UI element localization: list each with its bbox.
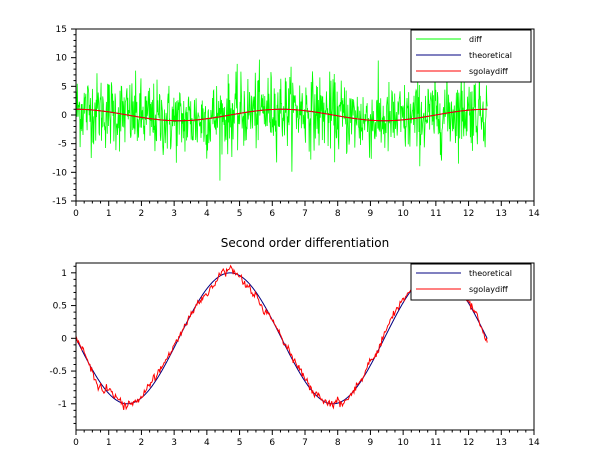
x-tick-label: 10 [397, 209, 409, 219]
x-tick-label: 10 [397, 438, 409, 448]
y-tick-label: 1 [61, 269, 67, 279]
x-tick-label: 12 [463, 209, 474, 219]
y-tick-label: -15 [52, 197, 67, 207]
x-tick-label: 8 [335, 209, 341, 219]
legend: diff theoretical sgolaydiff [410, 29, 532, 83]
x-tick-label: 9 [368, 438, 374, 448]
series-line-sgolaydiff [76, 108, 488, 122]
y-tick-label: 0.5 [53, 302, 67, 312]
x-tick-label: 8 [335, 438, 341, 448]
x-tick-label: 14 [528, 438, 540, 448]
legend-label-theoretical: theoretical [469, 269, 512, 278]
x-tick-label: 4 [204, 438, 210, 448]
x-tick-label: 7 [302, 209, 308, 219]
x-tick-label: 6 [269, 209, 275, 219]
x-tick-label: 0 [73, 438, 79, 448]
x-tick-label: 5 [237, 209, 243, 219]
x-tick-label: 5 [237, 438, 243, 448]
x-tick-label: 1 [106, 438, 112, 448]
series-line-diff [76, 59, 488, 181]
y-tick-label: 0 [61, 111, 67, 121]
x-tick-label: 13 [496, 209, 507, 219]
chart-title: Second order differentiation [221, 236, 389, 250]
x-tick-label: 0 [73, 209, 79, 219]
legend-box [410, 29, 532, 83]
x-tick-label: 13 [496, 438, 507, 448]
x-tick-label: 7 [302, 438, 308, 448]
y-tick-label: -5 [58, 140, 67, 150]
x-tick-label: 12 [463, 438, 474, 448]
x-tick-label: 11 [430, 438, 441, 448]
legend-label-diff: diff [469, 35, 482, 44]
x-tick-label: 4 [204, 209, 210, 219]
y-tick-label: -10 [52, 168, 67, 178]
top-plot: 0 1 2 3 4 5 6 7 8 9 10 11 12 13 14151050-5-10-15diffth… [52, 25, 540, 219]
legend: theoretical sgolaydiff [410, 263, 532, 301]
y-tick-label: -1 [58, 400, 67, 410]
x-tick-label: 6 [269, 438, 275, 448]
y-tick-label: 15 [56, 25, 67, 35]
legend-label-sgolaydiff: sgolaydiff [469, 67, 508, 76]
x-tick-label: 1 [106, 209, 112, 219]
y-tick-label: 0 [61, 334, 67, 344]
legend-box [410, 263, 532, 301]
y-tick-label: -0.5 [49, 367, 67, 377]
x-tick-label: 3 [171, 438, 177, 448]
series-group [76, 59, 488, 181]
x-tick-label: 2 [139, 438, 145, 448]
legend-label-sgolaydiff: sgolaydiff [469, 285, 508, 294]
x-tick-label: 2 [139, 209, 145, 219]
y-tick-label: 10 [56, 54, 68, 64]
x-tick-label: 14 [528, 209, 540, 219]
legend-label-theoretical: theoretical [469, 51, 512, 60]
x-tick-label: 11 [430, 209, 441, 219]
y-tick-label: 5 [61, 82, 67, 92]
x-tick-label: 9 [368, 209, 374, 219]
x-tick-label: 3 [171, 209, 177, 219]
